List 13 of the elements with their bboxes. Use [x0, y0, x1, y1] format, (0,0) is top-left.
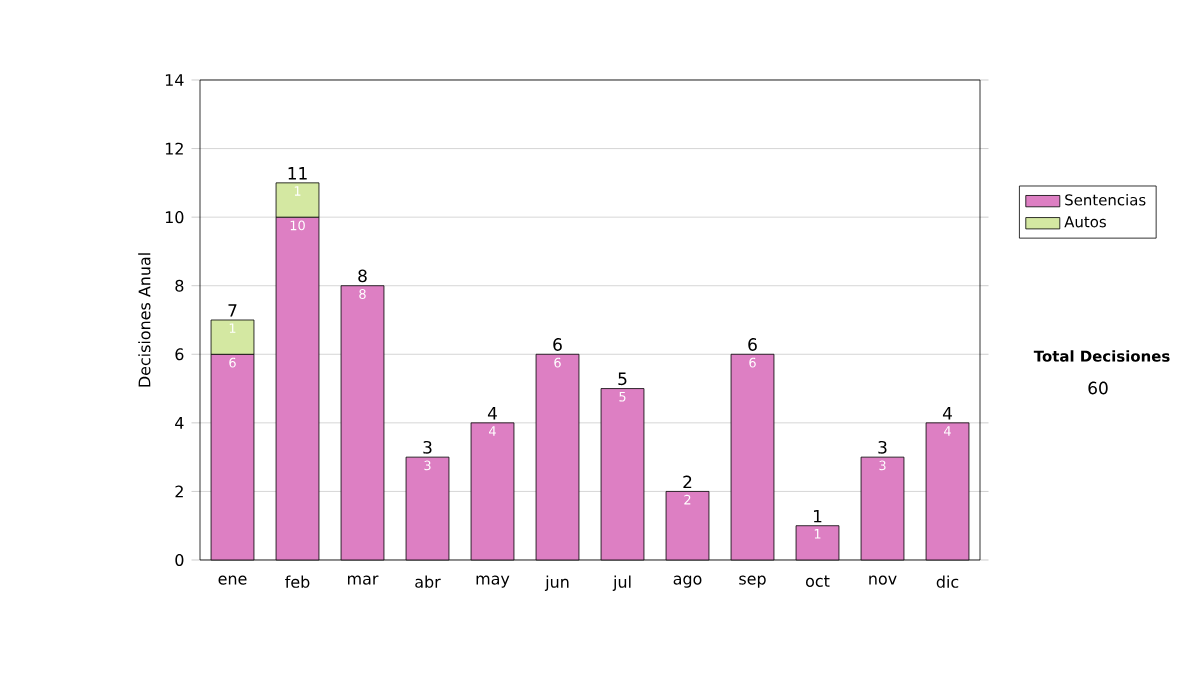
total-label: 11: [288, 167, 307, 180]
total-label: 2: [683, 475, 692, 489]
total-label: 6: [748, 338, 757, 351]
total-label: 3: [878, 440, 887, 454]
total-label: 4: [942, 407, 952, 420]
total-label: 1: [813, 509, 822, 523]
total-label: 4: [487, 407, 497, 420]
total-label: 3: [423, 440, 432, 454]
total-label: 7: [228, 304, 237, 317]
text: 60: [1088, 381, 1108, 395]
total-label: 8: [358, 269, 367, 283]
total-label: 6: [553, 338, 562, 351]
total-label: 5: [618, 372, 627, 386]
